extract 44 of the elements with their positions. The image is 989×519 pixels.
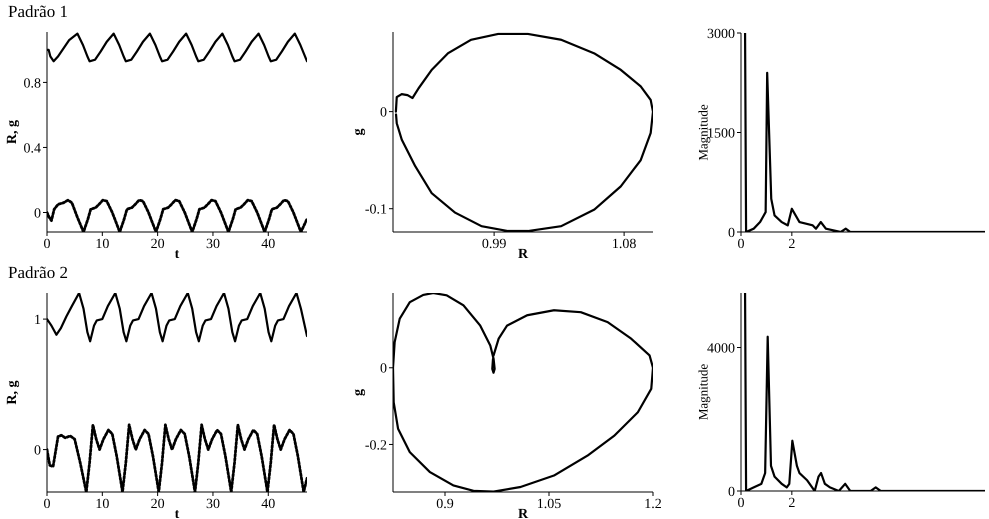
x-axis-title: t xyxy=(174,247,180,262)
line-series xyxy=(394,32,653,232)
y-tick-label: 0.4 xyxy=(24,141,41,156)
y-axis-title: R, g xyxy=(4,380,20,405)
y-tick-label: 0 xyxy=(34,206,41,222)
x-tick-label: 0 xyxy=(738,496,744,511)
x-tick-label: 40 xyxy=(261,236,276,252)
x-tick-label: 1.2 xyxy=(644,496,662,512)
y-tick-label: 0 xyxy=(380,362,387,377)
y-axis-title: R, g xyxy=(4,120,20,144)
x-axis-title: t xyxy=(174,507,180,519)
x-axis-title: R xyxy=(518,247,529,262)
x-tick-label: 0 xyxy=(44,236,50,252)
y-axis-title: g xyxy=(350,128,366,136)
x-tick-label: 2 xyxy=(788,496,796,511)
y-tick-label: -0.1 xyxy=(364,202,387,218)
x-tick-label: 0.9 xyxy=(436,496,454,512)
y-tick-label: 3000 xyxy=(707,26,735,42)
x-tick-label: 10 xyxy=(95,236,110,252)
x-tick-label: 30 xyxy=(206,236,220,252)
y-tick-label: 4000 xyxy=(707,341,735,356)
y-axis-title: g xyxy=(350,389,366,396)
y-tick-label: 0 xyxy=(728,226,735,241)
x-tick-label: 0 xyxy=(738,236,744,252)
y-tick-label: 0 xyxy=(728,484,735,500)
chart-title: Padrão 2 xyxy=(8,263,68,283)
x-tick-label: 20 xyxy=(150,236,165,252)
y-tick-label: 0 xyxy=(380,106,387,121)
y-tick-label: 0.8 xyxy=(24,76,41,92)
x-tick-label: 20 xyxy=(150,496,165,512)
chart-title: Padrão 1 xyxy=(8,2,68,22)
x-tick-label: 1.05 xyxy=(536,496,562,512)
x-tick-label: 1.08 xyxy=(612,236,636,252)
y-axis-title: Magnitude xyxy=(696,364,711,420)
y-tick-label: -0.2 xyxy=(364,438,387,454)
x-tick-label: 30 xyxy=(206,496,220,512)
x-tick-label: 40 xyxy=(261,496,276,512)
x-tick-label: 10 xyxy=(95,496,110,512)
y-tick-label: 1 xyxy=(34,313,41,328)
x-axis-title: R xyxy=(518,507,529,519)
y-tick-label: 0 xyxy=(34,444,41,459)
x-tick-label: 0.99 xyxy=(482,236,506,252)
x-tick-label: 2 xyxy=(788,236,796,252)
x-tick-label: 0 xyxy=(44,496,50,512)
